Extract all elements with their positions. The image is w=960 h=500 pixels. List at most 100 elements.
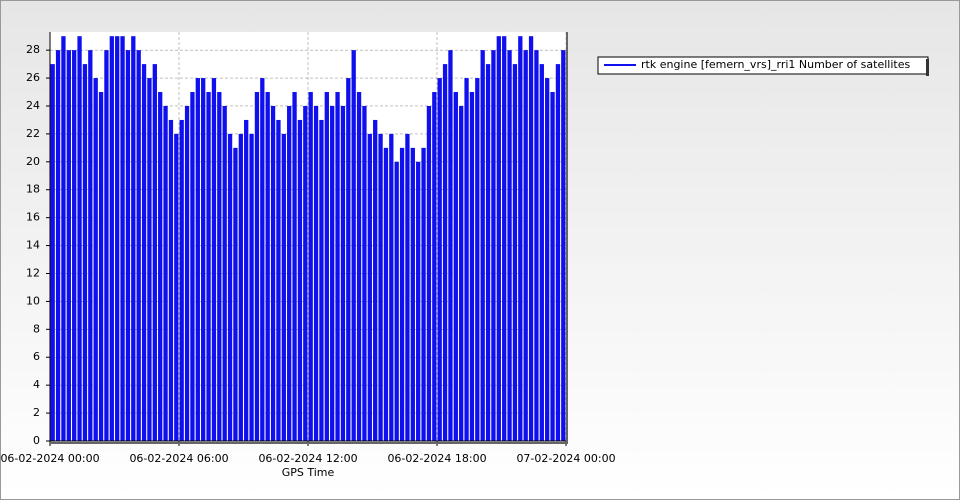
y-tick-label: 22 xyxy=(26,127,40,140)
bar xyxy=(77,36,82,441)
bar xyxy=(93,78,98,441)
y-tick-label: 26 xyxy=(26,71,40,84)
bar xyxy=(276,119,281,441)
bar xyxy=(244,119,249,441)
bar xyxy=(168,119,174,441)
legend-label: rtk engine [femern_vrs]_rri1 Number of s… xyxy=(641,58,910,71)
bar xyxy=(98,92,104,441)
bar xyxy=(265,92,270,441)
y-tick-label: 24 xyxy=(26,99,40,112)
bar xyxy=(163,105,168,441)
legend-shadow xyxy=(926,59,929,76)
bar xyxy=(335,92,340,441)
bar xyxy=(120,36,125,441)
bar xyxy=(104,50,109,441)
bar xyxy=(174,133,179,442)
bar xyxy=(324,92,329,441)
bar xyxy=(351,50,356,441)
bar xyxy=(287,105,292,441)
bar xyxy=(297,119,303,441)
bar xyxy=(453,92,458,441)
bar xyxy=(550,92,555,441)
bar xyxy=(464,78,469,441)
bar xyxy=(442,64,448,441)
bar xyxy=(555,64,561,441)
bar xyxy=(109,36,114,441)
bar xyxy=(416,161,421,442)
bar xyxy=(61,36,66,441)
y-tick-label: 2 xyxy=(33,406,40,419)
bar xyxy=(55,50,61,441)
bar xyxy=(475,78,480,441)
bar xyxy=(373,119,378,441)
bar xyxy=(523,50,528,441)
bar xyxy=(539,64,544,441)
bar xyxy=(410,147,415,442)
bar xyxy=(561,50,566,441)
bar xyxy=(88,50,93,441)
bar xyxy=(66,50,71,441)
bar xyxy=(249,133,254,442)
y-tick-label: 20 xyxy=(26,155,40,168)
y-tick-label: 12 xyxy=(26,266,40,279)
bar xyxy=(340,105,346,441)
x-tick-label: 07-02-2024 00:00 xyxy=(516,452,615,465)
bar xyxy=(512,64,518,441)
y-tick-label: 18 xyxy=(26,183,40,196)
bar xyxy=(330,105,335,441)
bar xyxy=(125,50,131,441)
bar xyxy=(292,92,297,441)
bar xyxy=(254,92,260,441)
bar xyxy=(72,50,77,441)
bar xyxy=(238,133,243,442)
bar xyxy=(367,133,372,442)
bar xyxy=(459,105,464,441)
bar xyxy=(201,78,206,441)
bar xyxy=(507,50,512,441)
bar xyxy=(426,105,432,441)
bar xyxy=(313,105,319,441)
bar xyxy=(222,105,227,441)
bar xyxy=(152,64,157,441)
bar xyxy=(233,147,238,442)
bar xyxy=(399,147,405,442)
bar xyxy=(469,92,475,441)
bar xyxy=(147,78,152,441)
y-tick-label: 4 xyxy=(33,378,40,391)
bar xyxy=(496,36,501,441)
bar xyxy=(260,78,265,441)
bar xyxy=(179,119,184,441)
bar xyxy=(480,50,485,441)
bar xyxy=(158,92,163,441)
bar xyxy=(421,147,426,442)
bar xyxy=(319,119,324,441)
y-tick-label: 8 xyxy=(33,322,40,335)
bar xyxy=(303,105,308,441)
bar xyxy=(217,92,222,441)
y-tick-label: 10 xyxy=(26,294,40,307)
x-tick-label: 06-02-2024 06:00 xyxy=(129,452,228,465)
y-tick-label: 6 xyxy=(33,350,40,363)
bar xyxy=(528,36,534,441)
y-tick-label: 28 xyxy=(26,43,40,56)
y-tick-label: 0 xyxy=(33,434,40,447)
bar xyxy=(437,78,442,441)
bar xyxy=(362,105,367,441)
bar xyxy=(432,92,437,441)
bar xyxy=(383,147,389,442)
bar xyxy=(195,78,200,441)
bar xyxy=(491,50,496,441)
y-tick-label: 14 xyxy=(26,239,40,252)
bar xyxy=(281,133,286,442)
bar xyxy=(356,92,362,441)
bar xyxy=(485,64,491,441)
bar xyxy=(227,133,233,442)
y-tick-label: 16 xyxy=(26,211,40,224)
x-tick-label: 06-02-2024 00:00 xyxy=(0,452,99,465)
bar xyxy=(211,78,217,441)
bar xyxy=(190,92,195,441)
bar xyxy=(378,133,383,442)
bar xyxy=(206,92,211,441)
bar xyxy=(82,64,88,441)
